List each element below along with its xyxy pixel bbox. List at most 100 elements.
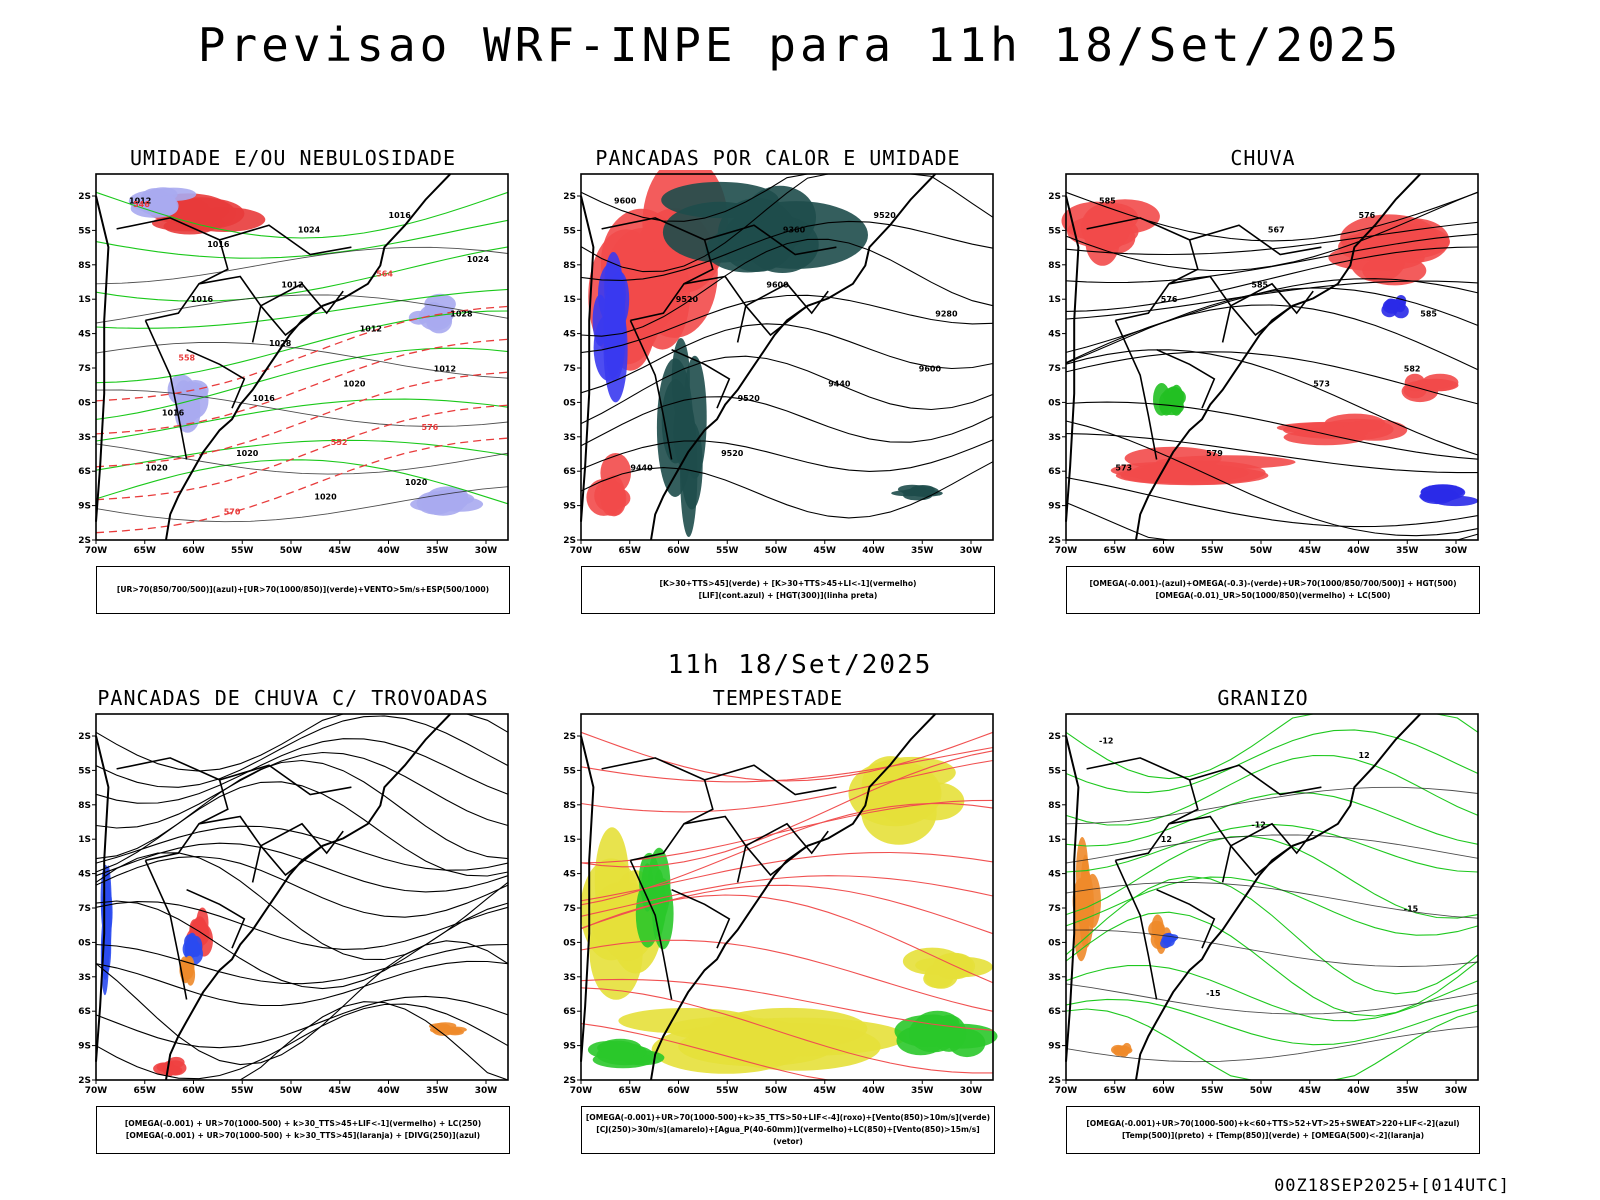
country-border [745, 822, 829, 855]
lat-label: 27S [78, 364, 91, 374]
contour-label: -12 [1251, 821, 1265, 830]
isoline [95, 342, 509, 379]
country-border [1230, 822, 1314, 855]
isoline [95, 246, 509, 302]
map-umidade: 1012 1012 1012 1020 1016 1016 1020 1020 1024 1028… [78, 173, 509, 556]
shaded-field [1381, 303, 1398, 318]
coastline-west [1065, 735, 1080, 1062]
shaded-field [599, 1038, 642, 1057]
country-border [745, 845, 809, 877]
map-area [96, 714, 508, 1080]
lat-label: 33S [563, 433, 576, 443]
country-border [630, 239, 714, 322]
lon-label: 45W [1299, 1086, 1322, 1096]
lon-label: 40W [862, 546, 885, 556]
lon-label: 65W [1104, 1086, 1127, 1096]
isoline [95, 246, 509, 285]
lat-label: 18S [78, 801, 91, 811]
contour-label: 1016 [162, 409, 185, 418]
lon-label: 30W [960, 546, 983, 556]
coastline [650, 173, 937, 541]
legend-line: [OMEGA(-0.001)-(azul)+OMEGA(-0.3)-(verde… [1089, 579, 1457, 588]
lon-label: 35W [1396, 1086, 1419, 1096]
isoline [580, 173, 994, 273]
lon-label: 60W [1152, 546, 1175, 556]
country-border [1230, 305, 1294, 337]
lat-label: 39S [78, 502, 91, 512]
lat-label: 24S [563, 870, 576, 880]
legend-line: [OMEGA(-0.001) + UR>70(1000-500) + k>30_… [125, 1131, 481, 1140]
lon-label: 55W [231, 1086, 254, 1096]
contour-label: 9440 [828, 379, 851, 388]
legend-line: [OMEGA(-0.001)+UR>70(1000-500)+k>35_TTS>… [585, 1113, 991, 1122]
lat-label: 27S [563, 364, 576, 374]
country-border [1114, 860, 1158, 1000]
isoline [95, 459, 509, 505]
lon-label: 55W [1201, 1086, 1224, 1096]
lat-label: 42S [78, 536, 91, 546]
shaded-field [661, 181, 779, 219]
lon-label: 65W [619, 1086, 642, 1096]
contour-label: 9520 [721, 449, 744, 458]
country-border [1114, 320, 1158, 460]
lat-label: 12S [1048, 192, 1061, 202]
lat-label: 30S [78, 938, 91, 948]
isoline [1065, 754, 1479, 826]
shaded-field [1076, 837, 1089, 910]
panel-title: TEMPESTADE [712, 686, 844, 710]
lon-label: 35W [426, 1086, 449, 1096]
lon-label: 40W [1347, 546, 1370, 556]
thickness-line [95, 404, 509, 501]
isoline [580, 396, 994, 447]
isoline [580, 220, 994, 281]
coastline [1135, 713, 1422, 1081]
lat-label: 42S [563, 536, 576, 546]
lat-label: 39S [563, 502, 576, 512]
lat-label: 42S [78, 1076, 91, 1086]
lat-label: 39S [1048, 1042, 1061, 1052]
isoline [95, 960, 509, 1007]
country-border [1230, 845, 1294, 877]
country-border [601, 217, 837, 256]
contour-label: 1012 [360, 324, 382, 333]
run-info: 00Z18SEP2025+[014UTC] [1274, 1176, 1510, 1196]
contour-label: 1020 [405, 478, 428, 487]
country-border [1115, 239, 1199, 322]
isoline [580, 461, 994, 519]
country-border [671, 888, 731, 949]
contour-label: 582 [1404, 365, 1421, 374]
lat-label: 18S [78, 261, 91, 271]
lon-label: 55W [716, 546, 739, 556]
lat-label: 36S [78, 467, 91, 477]
shaded-field [418, 303, 453, 331]
shaded-field [603, 274, 626, 382]
lat-label: 33S [1048, 973, 1061, 983]
lat-label: 24S [78, 330, 91, 340]
lon-label: 30W [1445, 546, 1468, 556]
lon-label: 45W [814, 546, 837, 556]
contour-label: 585 [1251, 281, 1268, 290]
legend: [OMEGA(-0.001)-(azul)+OMEGA(-0.3)-(verde… [1066, 566, 1480, 614]
shaded-field [891, 490, 925, 497]
panel-title: GRANIZO [1217, 686, 1309, 710]
lat-label: 33S [78, 973, 91, 983]
lat-label: 12S [563, 732, 576, 742]
contour-label: 9600 [766, 281, 789, 290]
isoline [95, 995, 509, 1049]
shaded-field [661, 379, 690, 464]
isoline [95, 940, 509, 1066]
isoline [1065, 882, 1479, 919]
isoline [1065, 287, 1479, 364]
isoline [95, 825, 509, 871]
contour-label: 585 [1099, 196, 1116, 205]
lon-label: 30W [475, 546, 498, 556]
isoline [95, 751, 509, 829]
lon-label: 70W [1055, 1086, 1078, 1096]
lat-label: 15S [78, 766, 91, 776]
isoline [1065, 349, 1479, 456]
lon-label: 55W [231, 546, 254, 556]
isoline [1065, 875, 1479, 995]
shaded-field [602, 475, 626, 517]
isoline [580, 355, 994, 425]
lon-label: 50W [1250, 1086, 1273, 1096]
